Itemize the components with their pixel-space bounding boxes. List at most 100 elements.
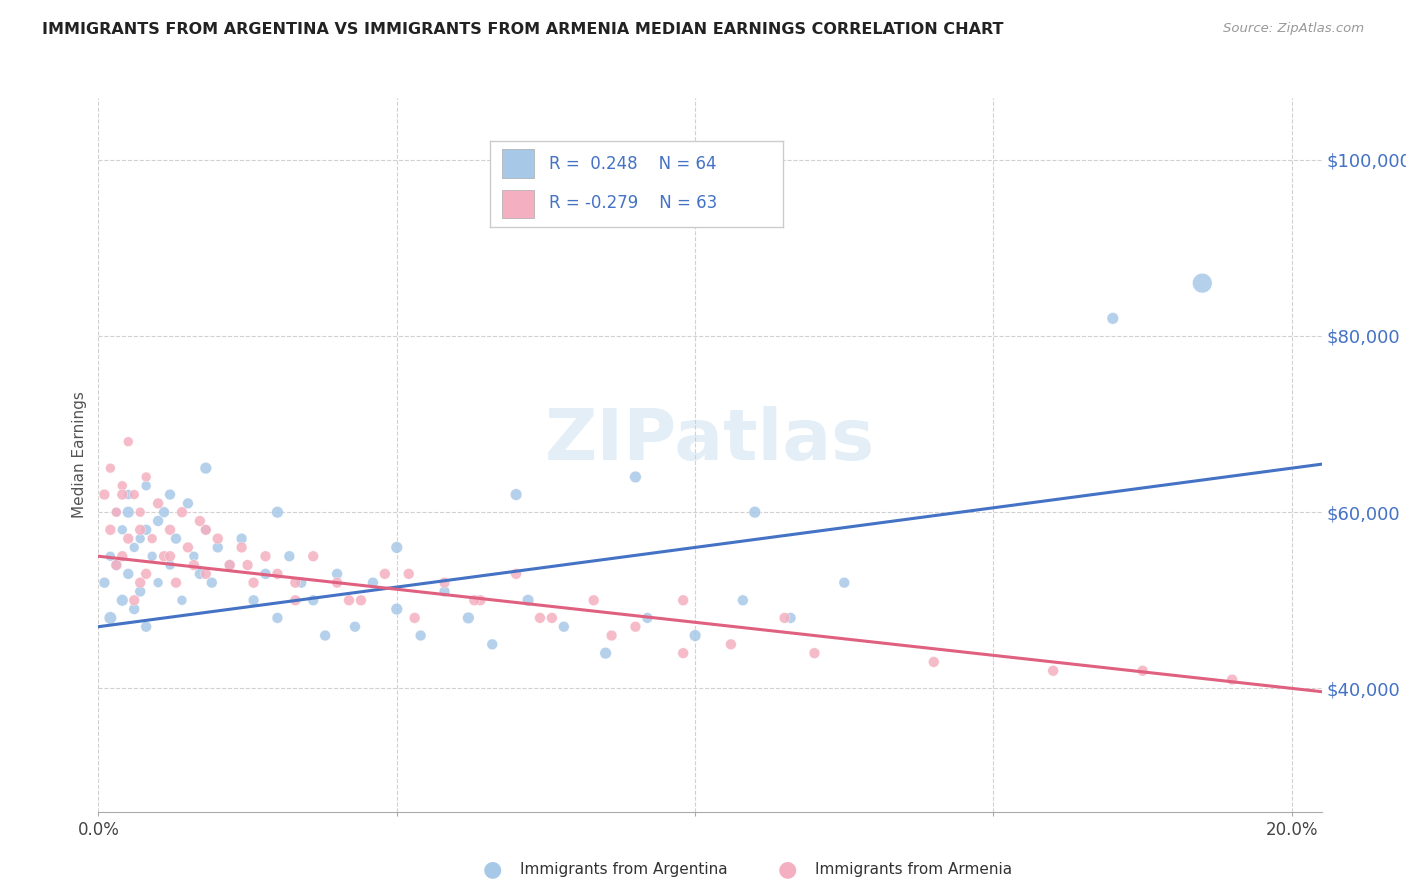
Point	[93, 487, 115, 501]
Point	[194, 523, 217, 537]
Point	[159, 558, 181, 572]
Point	[111, 593, 134, 607]
Point	[385, 541, 408, 555]
Point	[433, 584, 456, 599]
Text: ●: ●	[778, 860, 797, 880]
Point	[135, 566, 157, 581]
Point	[242, 575, 264, 590]
Point	[105, 505, 128, 519]
Point	[177, 541, 200, 555]
Point	[117, 487, 139, 501]
Point	[93, 575, 115, 590]
Point	[803, 646, 825, 660]
Point	[314, 628, 336, 642]
Point	[266, 566, 288, 581]
Point	[129, 584, 152, 599]
Point	[1042, 664, 1064, 678]
Point	[773, 611, 796, 625]
Point	[832, 575, 855, 590]
Point	[744, 505, 766, 519]
Point	[170, 593, 193, 607]
Point	[129, 575, 152, 590]
Point	[254, 566, 277, 581]
Point	[1101, 311, 1123, 326]
Point	[470, 593, 492, 607]
Point	[337, 593, 360, 607]
Point	[481, 637, 503, 651]
Point	[731, 593, 754, 607]
Text: Immigrants from Argentina: Immigrants from Argentina	[520, 863, 728, 877]
Point	[290, 575, 312, 590]
Point	[236, 558, 259, 572]
Point	[720, 637, 742, 651]
Point	[170, 505, 193, 519]
Point	[672, 593, 695, 607]
Point	[1132, 664, 1154, 678]
Point	[361, 575, 384, 590]
Point	[153, 549, 176, 564]
Point	[541, 611, 564, 625]
Point	[117, 505, 139, 519]
Point	[624, 620, 647, 634]
Text: Immigrants from Armenia: Immigrants from Armenia	[815, 863, 1012, 877]
Y-axis label: Median Earnings: Median Earnings	[72, 392, 87, 518]
Point	[284, 593, 307, 607]
Point	[111, 479, 134, 493]
Point	[129, 523, 152, 537]
Point	[553, 620, 575, 634]
Point	[517, 593, 540, 607]
Point	[595, 646, 617, 660]
Point	[146, 514, 169, 528]
Point	[457, 611, 479, 625]
FancyBboxPatch shape	[502, 190, 534, 218]
Point	[111, 549, 134, 564]
Point	[141, 549, 163, 564]
Point	[683, 628, 706, 642]
Point	[636, 611, 658, 625]
Point	[326, 575, 349, 590]
Point	[183, 549, 205, 564]
Point	[218, 558, 240, 572]
Point	[284, 575, 307, 590]
Point	[165, 575, 187, 590]
Point	[1220, 673, 1243, 687]
Point	[129, 532, 152, 546]
Point	[266, 505, 288, 519]
Point	[278, 549, 301, 564]
Point	[433, 575, 456, 590]
Point	[188, 514, 211, 528]
Point	[98, 549, 121, 564]
Point	[582, 593, 605, 607]
Point	[122, 602, 145, 616]
Point	[188, 566, 211, 581]
Text: ●: ●	[482, 860, 502, 880]
Text: Source: ZipAtlas.com: Source: ZipAtlas.com	[1223, 22, 1364, 36]
Point	[98, 523, 121, 537]
Point	[141, 532, 163, 546]
Point	[98, 461, 121, 475]
Point	[922, 655, 945, 669]
Point	[350, 593, 373, 607]
Point	[529, 611, 551, 625]
Point	[343, 620, 366, 634]
Text: IMMIGRANTS FROM ARGENTINA VS IMMIGRANTS FROM ARMENIA MEDIAN EARNINGS CORRELATION: IMMIGRANTS FROM ARGENTINA VS IMMIGRANTS …	[42, 22, 1004, 37]
Point	[231, 532, 253, 546]
Point	[242, 593, 264, 607]
Point	[505, 487, 527, 501]
Point	[385, 602, 408, 616]
Point	[146, 496, 169, 510]
Point	[207, 541, 229, 555]
Point	[1191, 276, 1213, 290]
Point	[105, 505, 128, 519]
Point	[183, 558, 205, 572]
Point	[117, 566, 139, 581]
Point	[194, 461, 217, 475]
Point	[159, 487, 181, 501]
Point	[201, 575, 224, 590]
Point	[129, 505, 152, 519]
Point	[159, 549, 181, 564]
Point	[135, 470, 157, 484]
Point	[302, 549, 325, 564]
Text: R =  0.248    N = 64: R = 0.248 N = 64	[548, 155, 716, 173]
Point	[505, 566, 527, 581]
